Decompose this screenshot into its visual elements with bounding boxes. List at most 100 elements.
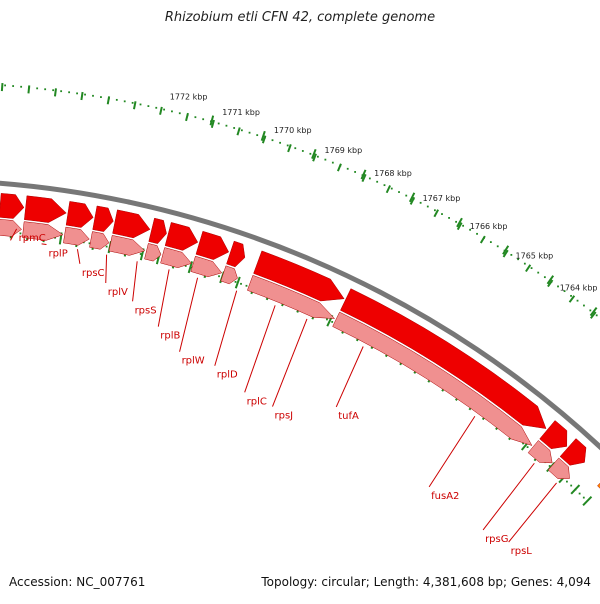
- scale-tick: [236, 127, 241, 136]
- scale-dot: [331, 321, 334, 323]
- kbp-tick: [408, 192, 416, 203]
- scale-dot: [52, 89, 55, 92]
- gene-arrow: [92, 205, 114, 232]
- kbp-label: 1766 kbp: [470, 222, 508, 231]
- scale-dot: [526, 446, 529, 449]
- scale-dot: [383, 184, 386, 187]
- scale-dot: [115, 98, 118, 101]
- scale-dot: [316, 155, 319, 158]
- kbp-tick: [360, 169, 367, 180]
- gene-label-line: [428, 416, 476, 488]
- scale-dot: [76, 92, 78, 95]
- scale-tick: [261, 135, 267, 144]
- scale-tick: [159, 106, 163, 115]
- genome-summary-text: Topology: circular; Length: 4,381,608 bp…: [261, 575, 591, 589]
- scale-tick: [106, 96, 111, 105]
- scale-tick: [53, 88, 57, 97]
- scale-dot: [589, 309, 592, 312]
- kbp-label: 1767 kbp: [423, 194, 461, 203]
- kbp-label: 1771 kbp: [222, 108, 260, 117]
- scale-dot: [20, 85, 23, 88]
- scale-dot: [68, 91, 71, 94]
- scale-dot: [92, 94, 94, 97]
- gene-label: rplC: [247, 396, 267, 407]
- gene-arrow: [164, 222, 199, 251]
- scale-dot: [557, 285, 559, 288]
- scale-dot: [448, 217, 450, 219]
- kbp-tick: [311, 148, 317, 160]
- scale-tick: [132, 101, 137, 110]
- scale-dot: [522, 442, 524, 445]
- scale-dot: [54, 236, 56, 239]
- kbp-tick: [209, 115, 215, 126]
- scale-dot: [184, 265, 187, 267]
- scale-tick: [582, 496, 593, 506]
- gene-label-line: [41, 243, 47, 246]
- scale-dot: [566, 480, 568, 483]
- gene-label: rplB: [160, 331, 180, 342]
- gene-label: rpsJ: [274, 411, 293, 422]
- scale-dot: [240, 282, 242, 285]
- scale-dot: [155, 106, 158, 109]
- scale-dot: [294, 147, 297, 150]
- scale-tick: [385, 185, 391, 194]
- scale-dot: [84, 93, 86, 96]
- scale-tick: [479, 235, 486, 244]
- kbp-tick: [589, 307, 598, 317]
- scale-dot: [376, 180, 379, 183]
- scale-dot: [256, 134, 259, 137]
- kbp-tick: [546, 275, 555, 285]
- gene-label-line: [508, 482, 557, 543]
- scale-tick: [210, 119, 215, 128]
- gene-label: tufA: [338, 411, 359, 422]
- scale-dot: [88, 242, 91, 245]
- gene-label: rplD: [217, 370, 238, 381]
- scale-dot: [510, 253, 513, 256]
- scale-dot: [419, 201, 422, 204]
- map-title: Rhizobium etli CFN 42, complete genome: [164, 10, 436, 25]
- gene-shadow-arrow: [527, 440, 553, 464]
- scale-dot: [354, 171, 357, 173]
- scale-dot: [570, 294, 572, 297]
- gene-label: rplV: [108, 287, 128, 298]
- gene-label: rpsS: [135, 305, 157, 316]
- scale-dot: [233, 127, 236, 129]
- gene-shadow-arrow: [63, 226, 90, 246]
- scale-dot: [309, 152, 312, 155]
- scale-dot: [234, 280, 237, 283]
- scale-dot: [576, 299, 579, 302]
- scale-dot: [368, 177, 371, 180]
- scale-dot: [123, 100, 126, 103]
- scale-dot: [171, 110, 173, 113]
- gene-label: rpsL: [511, 546, 533, 557]
- scale-dot: [496, 245, 499, 248]
- scale-dot: [405, 194, 408, 197]
- scale-dot: [326, 318, 328, 321]
- scale-dot: [286, 144, 289, 147]
- scale-dot: [147, 105, 150, 107]
- scale-tick: [525, 264, 532, 273]
- gene-label: rpsG: [485, 534, 508, 545]
- genome-backbone: [0, 180, 600, 451]
- scale-dot: [163, 108, 166, 111]
- gene-label: fusA2: [431, 491, 459, 502]
- scale-dot: [60, 90, 63, 93]
- scale-tick: [590, 311, 597, 319]
- scale-tick: [570, 484, 581, 495]
- gene-arrow: [253, 250, 345, 302]
- gene-shadow-arrow: [190, 255, 223, 278]
- scale-tick: [433, 209, 439, 218]
- scale-dot: [218, 275, 220, 278]
- scale-dot: [543, 276, 546, 279]
- scale-dot: [131, 101, 134, 104]
- kbp-label: 1765 kbp: [516, 252, 554, 261]
- scale-tick: [568, 295, 576, 303]
- gene-arrow: [112, 209, 151, 239]
- backbone-line: [0, 180, 600, 451]
- scale-dot: [44, 88, 47, 91]
- kbp-tick: [502, 245, 510, 255]
- gene-label-line: [105, 254, 108, 284]
- scale-dot: [530, 267, 533, 270]
- scale-dot: [178, 112, 181, 115]
- scale-tick: [502, 249, 509, 258]
